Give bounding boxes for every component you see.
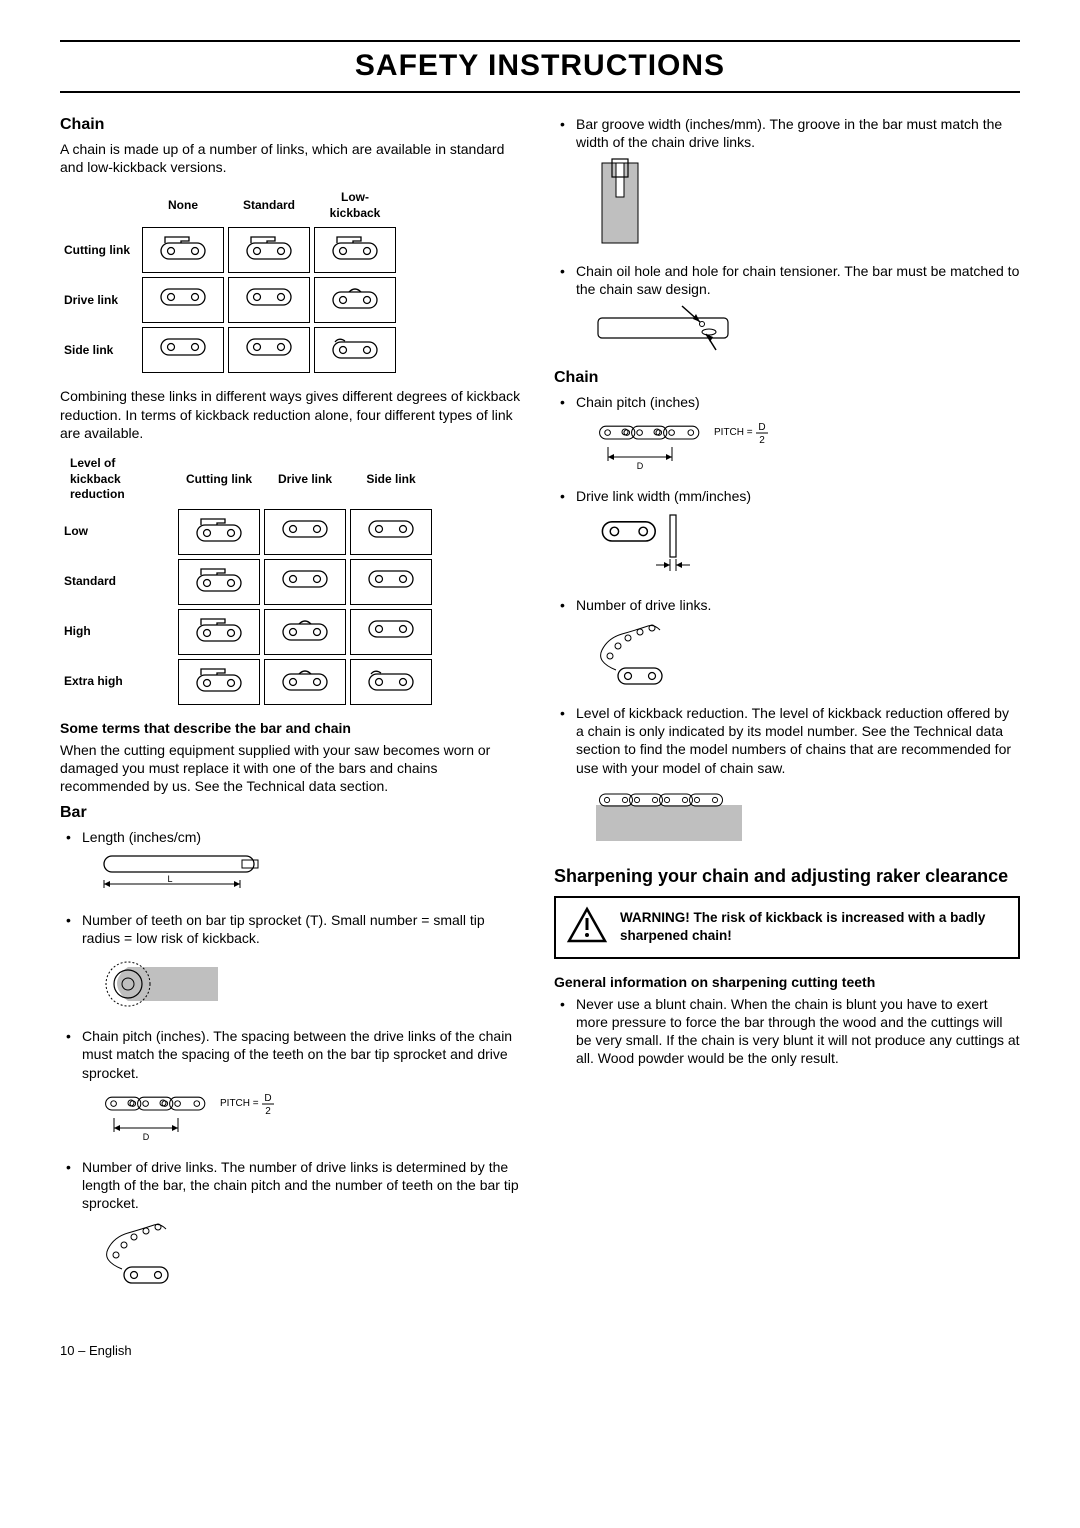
warning-box: WARNING! The risk of kickback is increas… (554, 896, 1020, 958)
row-standard: Standard (64, 559, 174, 605)
svg-text:D: D (143, 1132, 150, 1142)
svg-text:D: D (264, 1093, 271, 1104)
cell (264, 509, 346, 555)
cell (350, 609, 432, 655)
chain-width-item: Drive link width (mm/inches) (554, 487, 1020, 585)
chain-kickback-item: Level of kickback reduction. The level o… (554, 704, 1020, 847)
cell (142, 277, 224, 323)
th-cut: Cutting link (178, 454, 260, 505)
bar-length-item: Length (inches/cm) L (60, 828, 526, 900)
th-standard: Standard (228, 188, 310, 223)
page-title: SAFETY INSTRUCTIONS (60, 46, 1020, 85)
svg-text:PITCH =: PITCH = (220, 1098, 259, 1109)
chain-intro: A chain is made up of a number of links,… (60, 140, 526, 176)
bar-teeth-item: Number of teeth on bar tip sprocket (T).… (60, 911, 526, 1018)
chain-pitch-item: Chain pitch (inches) D PITCH = D 2 (554, 393, 1020, 477)
cell (350, 509, 432, 555)
warning-icon (566, 906, 608, 948)
cell (314, 327, 396, 373)
bar-length-text: Length (inches/cm) (82, 829, 201, 845)
cell (228, 227, 310, 273)
chain-kickback-diagram (594, 783, 1020, 847)
cell (350, 659, 432, 705)
cell (350, 559, 432, 605)
row-high: High (64, 609, 174, 655)
cell (314, 227, 396, 273)
bar-oilhole-text: Chain oil hole and hole for chain tensio… (576, 263, 1019, 297)
general-item-text: Never use a blunt chain. When the chain … (576, 996, 1020, 1067)
cell (314, 277, 396, 323)
general-heading: General information on sharpening cuttin… (554, 973, 1020, 991)
terms-heading: Some terms that describe the bar and cha… (60, 719, 526, 737)
left-column: Chain A chain is made up of a number of … (60, 111, 526, 1303)
chain-kickback-text: Level of kickback reduction. The level o… (576, 705, 1011, 776)
bar-drivelinks-item: Number of drive links. The number of dri… (60, 1158, 526, 1293)
bar-drivelinks-diagram (100, 1219, 526, 1293)
bar-teeth-text: Number of teeth on bar tip sprocket (T).… (82, 912, 485, 946)
bar-sprocket-diagram (100, 953, 526, 1017)
svg-text:PITCH =: PITCH = (714, 427, 753, 438)
row-extrahigh: Extra high (64, 659, 174, 705)
cell (178, 509, 260, 555)
chain-width-text: Drive link width (mm/inches) (576, 488, 751, 504)
bar-pitch-text: Chain pitch (inches). The spacing betwee… (82, 1028, 512, 1080)
cell (142, 327, 224, 373)
bar-pitch-diagram: D PITCH = D 2 (100, 1088, 526, 1148)
kickback-level-table: Level of kickback reduction Cutting link… (60, 450, 436, 709)
chain-num-item: Number of drive links. (554, 596, 1020, 694)
content-columns: Chain A chain is made up of a number of … (60, 111, 1020, 1303)
chain-pitch-text: Chain pitch (inches) (576, 394, 700, 410)
bar-groove-item: Bar groove width (inches/mm). The groove… (554, 115, 1020, 252)
page-number: 10 (60, 1343, 74, 1358)
cell (264, 609, 346, 655)
cell (178, 659, 260, 705)
cell (178, 609, 260, 655)
sharpen-heading: Sharpening your chain and adjusting rake… (554, 865, 1020, 888)
bar-groove-text: Bar groove width (inches/mm). The groove… (576, 116, 1002, 150)
combining-text: Combining these links in different ways … (60, 387, 526, 442)
bar-oilhole-item: Chain oil hole and hole for chain tensio… (554, 262, 1020, 359)
chain-width-diagram (594, 511, 1020, 585)
cell (228, 327, 310, 373)
bar-pitch-item: Chain pitch (inches). The spacing betwee… (60, 1027, 526, 1148)
row-low: Low (64, 509, 174, 555)
chain-num-diagram (594, 620, 1020, 694)
cell (178, 559, 260, 605)
page-footer: 10 – English (60, 1343, 1020, 1360)
bar-heading: Bar (60, 803, 526, 824)
bar-drivelinks-text: Number of drive links. The number of dri… (82, 1159, 519, 1211)
svg-text:2: 2 (265, 1106, 271, 1117)
chain-num-text: Number of drive links. (576, 597, 711, 613)
th-side: Side link (350, 454, 432, 505)
link-type-table: None Standard Low-kickback Cutting link … (60, 184, 400, 377)
bar-groove-diagram (594, 157, 1020, 251)
cell (142, 227, 224, 273)
bar-oilhole-diagram (594, 304, 1020, 358)
row-sidelink: Side link (64, 327, 138, 373)
cell (228, 277, 310, 323)
chain-pitch-diagram: D PITCH = D 2 (594, 417, 1020, 477)
chain-heading: Chain (60, 115, 526, 136)
L-label: L (167, 874, 172, 884)
chain-heading-2: Chain (554, 368, 1020, 389)
th-corner: Level of kickback reduction (64, 454, 174, 505)
cell (264, 559, 346, 605)
row-drivelink: Drive link (64, 277, 138, 323)
row-cuttinglink: Cutting link (64, 227, 138, 273)
right-column: Bar groove width (inches/mm). The groove… (554, 111, 1020, 1303)
warning-text: WARNING! The risk of kickback is increas… (620, 909, 1008, 945)
svg-text:D: D (758, 422, 765, 433)
th-drive: Drive link (264, 454, 346, 505)
terms-intro: When the cutting equipment supplied with… (60, 741, 526, 796)
bar-length-diagram: L (100, 852, 526, 900)
th-lowk: Low-kickback (314, 188, 396, 223)
th-none: None (142, 188, 224, 223)
svg-text:D: D (637, 461, 644, 471)
page-title-bar: SAFETY INSTRUCTIONS (60, 40, 1020, 93)
svg-text:2: 2 (759, 435, 765, 446)
cell (264, 659, 346, 705)
page-lang: English (89, 1343, 132, 1358)
general-item: Never use a blunt chain. When the chain … (554, 995, 1020, 1068)
